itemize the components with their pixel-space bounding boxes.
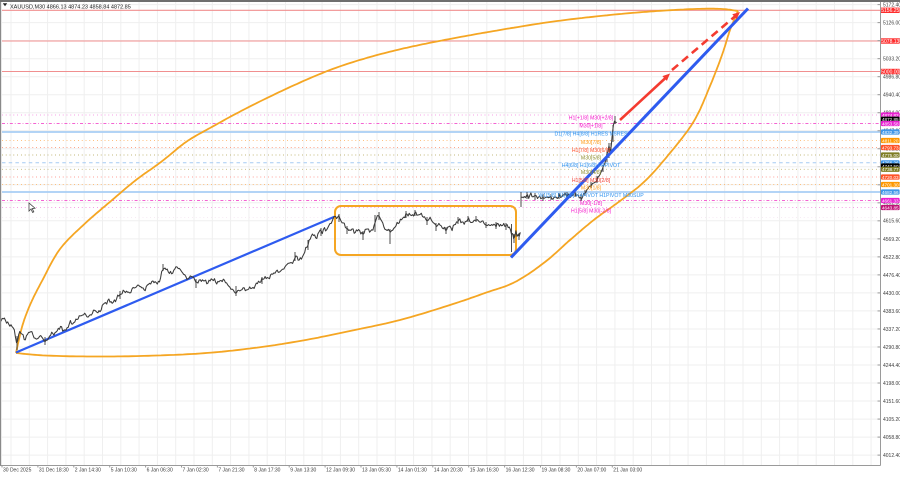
svg-text:4522.80: 4522.80	[883, 255, 900, 261]
svg-text:4198.00: 4198.00	[883, 381, 900, 387]
svg-text:7 Jan 02:30: 7 Jan 02:30	[183, 467, 209, 473]
svg-text:4290.80: 4290.80	[883, 345, 900, 351]
svg-text:20 Jan 07:00: 20 Jan 07:00	[577, 467, 606, 473]
svg-text:5126.00: 5126.00	[883, 21, 900, 27]
svg-text:4811.20: 4811.20	[882, 138, 899, 143]
svg-text:4643.85: 4643.85	[882, 205, 899, 210]
svg-text:4012.40: 4012.40	[883, 453, 900, 459]
svg-text:5078.13: 5078.13	[881, 39, 899, 45]
svg-text:W1[5/8] D1[6/8] H4PIVOT H1PIVO: W1[5/8] D1[6/8] H4PIVOT H1PIVOT M30SUP	[538, 193, 644, 199]
svg-text:12 Jan 09:30: 12 Jan 09:30	[326, 467, 355, 473]
svg-text:4151.60: 4151.60	[883, 399, 900, 405]
svg-text:M30[4/8]: M30[4/8]	[581, 170, 602, 176]
svg-text:4832.39: 4832.39	[882, 130, 899, 135]
svg-text:H1[5/8] M30[-2/8]: H1[5/8] M30[-2/8]	[571, 208, 612, 214]
svg-text:4747.50: 4747.50	[882, 164, 899, 169]
svg-text:7 Jan 21:30: 7 Jan 21:30	[218, 467, 244, 473]
svg-text:4661.33: 4661.33	[882, 198, 899, 203]
svg-text:4793.73: 4793.73	[882, 145, 899, 150]
svg-text:4872.85: 4872.85	[882, 117, 899, 122]
svg-text:4738.77: 4738.77	[882, 167, 899, 172]
svg-text:4476.40: 4476.40	[883, 273, 900, 279]
svg-text:2 Jan 14:30: 2 Jan 14:30	[75, 467, 101, 473]
svg-text:4615.60: 4615.60	[883, 219, 900, 225]
svg-text:13 Jan 05:30: 13 Jan 05:30	[362, 467, 391, 473]
svg-text:14 Jan 01:30: 14 Jan 01:30	[398, 467, 427, 473]
svg-text:D1[7/8] H4[8/8] H1RES M5RES: D1[7/8] H4[8/8] H1RES M5RES	[555, 132, 628, 138]
svg-text:5156.25: 5156.25	[881, 8, 899, 14]
svg-text:4105.20: 4105.20	[883, 417, 900, 423]
svg-text:14 Jan 20:30: 14 Jan 20:30	[434, 467, 463, 473]
svg-text:4701.30: 4701.30	[882, 182, 899, 187]
svg-text:5 Jan 10:30: 5 Jan 10:30	[111, 467, 137, 473]
svg-text:M30[1/8]: M30[1/8]	[581, 186, 602, 192]
svg-text:19 Jan 08:30: 19 Jan 08:30	[542, 467, 571, 473]
svg-text:16 Jan 12:30: 16 Jan 12:30	[506, 467, 535, 473]
svg-text:4058.80: 4058.80	[883, 435, 900, 441]
svg-text:M30[5/8]: M30[5/8]	[581, 155, 602, 161]
svg-text:4430.00: 4430.00	[883, 291, 900, 297]
svg-text:31 Dec 18:30: 31 Dec 18:30	[39, 467, 69, 473]
svg-text:8 Jan 17:30: 8 Jan 17:30	[254, 467, 280, 473]
svg-text:4853.58: 4853.58	[882, 121, 899, 126]
svg-text:H1[+1/8] M30[+2/8]: H1[+1/8] M30[+2/8]	[569, 115, 614, 121]
svg-text:4662.00: 4662.00	[883, 201, 900, 207]
svg-text:4569.20: 4569.20	[883, 237, 900, 243]
svg-text:21 Jan 03:00: 21 Jan 03:00	[613, 467, 642, 473]
svg-text:4775.00: 4775.00	[882, 153, 899, 158]
svg-text:H1[5/8] M30[2/8]: H1[5/8] M30[2/8]	[572, 178, 611, 184]
svg-text:H1[7/8] M30[6/8]: H1[7/8] M30[6/8]	[572, 148, 611, 154]
svg-text:4874.82: 4874.82	[882, 113, 899, 118]
svg-text:M30[7/8]: M30[7/8]	[581, 140, 602, 146]
svg-text:4720.03: 4720.03	[882, 175, 899, 180]
svg-text:15 Jan 16:30: 15 Jan 16:30	[470, 467, 499, 473]
svg-text:4940.40: 4940.40	[883, 93, 900, 99]
svg-text:4383.60: 4383.60	[883, 309, 900, 315]
svg-text:4682.56: 4682.56	[882, 190, 899, 195]
svg-text:5000.00: 5000.00	[881, 69, 899, 75]
svg-text:6 Jan 06:30: 6 Jan 06:30	[147, 467, 173, 473]
svg-text:H4[6/8] H1[6/8] H4PIVOT: H4[6/8] H1[6/8] H4PIVOT	[562, 163, 621, 169]
svg-text:4244.40: 4244.40	[883, 363, 900, 369]
svg-text:4756.26: 4756.26	[882, 161, 899, 166]
svg-text:M30[+1/8]: M30[+1/8]	[579, 124, 603, 130]
svg-text:9 Jan 13:30: 9 Jan 13:30	[290, 467, 316, 473]
svg-text:30 Dec 2025: 30 Dec 2025	[3, 467, 32, 473]
svg-text:4337.20: 4337.20	[883, 327, 900, 333]
svg-text:5033.20: 5033.20	[883, 57, 900, 63]
svg-text:XAUUSD,M30 4866.13 4874.23 48: XAUUSD,M30 4866.13 4874.23 4858.84 4872.…	[10, 4, 131, 10]
svg-text:M30[-1/8]: M30[-1/8]	[580, 201, 602, 207]
svg-text:4986.80: 4986.80	[883, 75, 900, 81]
svg-text:5172.40: 5172.40	[883, 3, 900, 9]
